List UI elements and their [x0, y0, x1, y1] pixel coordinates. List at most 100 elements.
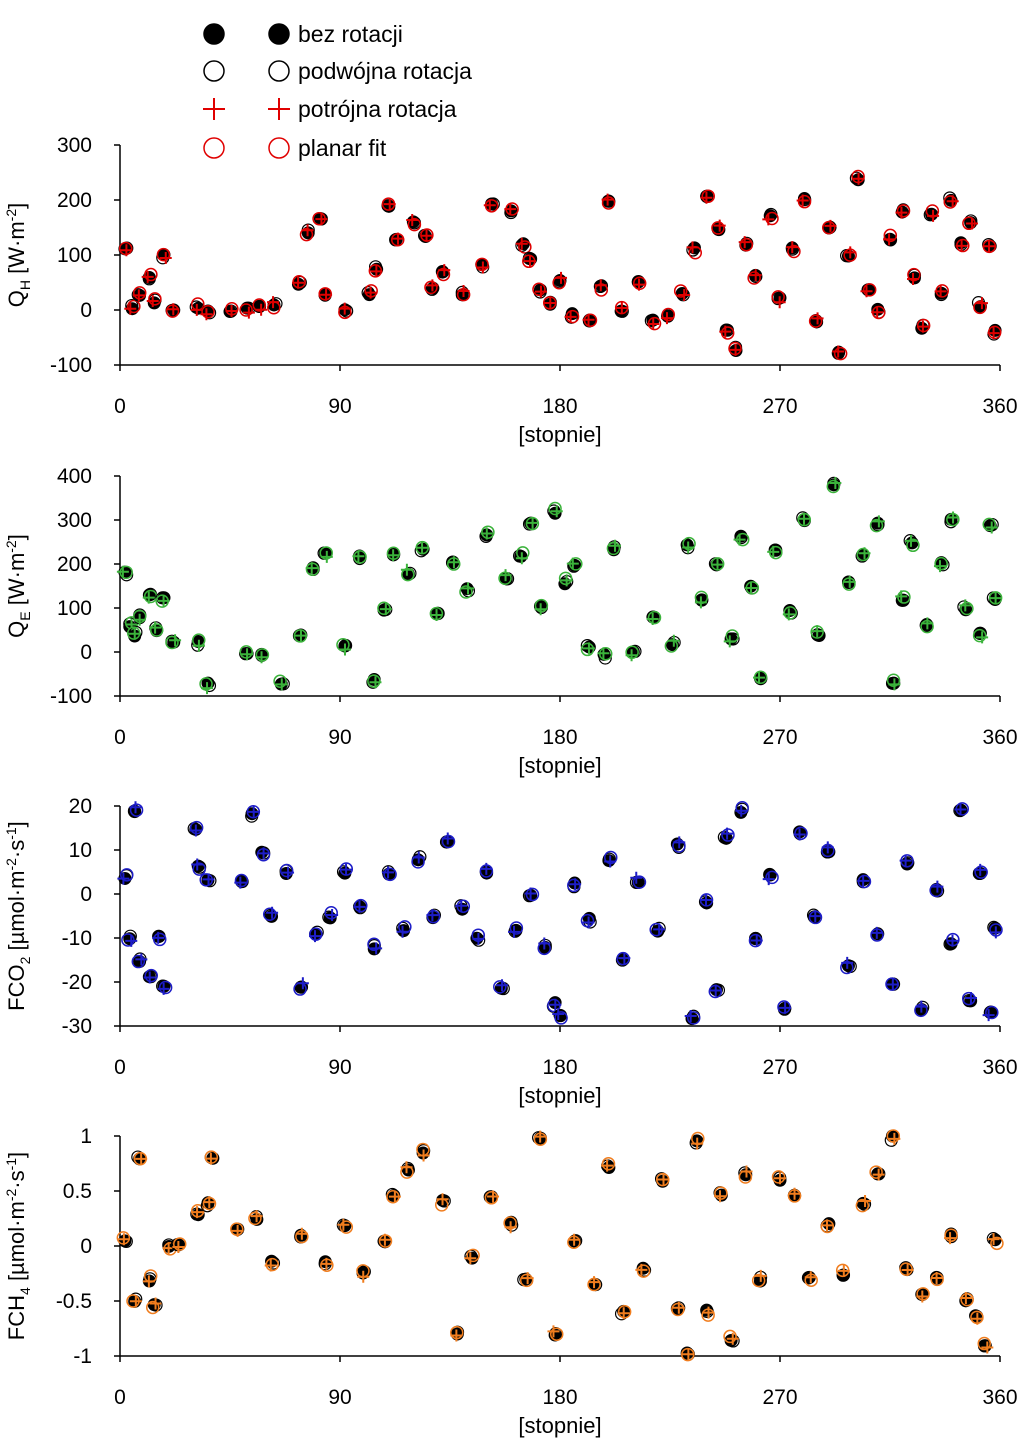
point-planar-fit — [606, 541, 621, 556]
point-planar-fit — [896, 204, 911, 218]
point-potrojna-rotacja — [544, 296, 557, 309]
point-podwojna-rotacja — [200, 1199, 214, 1213]
point-potrojna-rotacja — [843, 575, 856, 588]
point-potrojna-rotacja — [250, 1210, 263, 1223]
point-podwojna-rotacja — [738, 1166, 752, 1180]
point-planar-fit — [234, 873, 249, 888]
point-potrojna-rotacja — [601, 1159, 614, 1172]
point-planar-fit — [165, 635, 179, 650]
point-potrojna-rotacja — [129, 1295, 142, 1308]
point-planar-fit — [869, 1165, 883, 1179]
y-tick-label: -10 — [62, 927, 92, 950]
point-potrojna-rotacja — [406, 213, 419, 226]
point-potrojna-rotacja — [560, 574, 573, 587]
point-potrojna-rotacja — [682, 541, 695, 554]
point-potrojna-rotacja — [538, 937, 551, 950]
point-potrojna-rotacja — [483, 199, 496, 212]
point-planar-fit — [484, 1191, 499, 1205]
y-tick-label: 1 — [80, 1125, 92, 1148]
point-potrojna-rotacja — [872, 515, 885, 528]
y-tick-label: 300 — [57, 134, 92, 157]
panel-fco2: -30 -20 -10 0 10 20 0 90 180 270 360 [stopnie] FCO2 … — [3, 795, 1018, 1108]
point-potrojna-rotacja — [426, 909, 439, 922]
point-potrojna-rotacja — [167, 303, 180, 316]
point-potrojna-rotacja — [987, 1233, 1000, 1246]
legend-marker-plus-left — [203, 98, 225, 120]
point-planar-fit — [149, 623, 164, 637]
point-potrojna-rotacja — [504, 1221, 517, 1234]
point-potrojna-rotacja — [809, 910, 822, 923]
point-potrojna-rotacja — [189, 824, 202, 837]
point-potrojna-rotacja — [832, 345, 845, 358]
point-planar-fit — [982, 517, 996, 532]
panel-qe: -100 0 100 200 300 400 0 90 180 270 360 [stopnie] QE… — [3, 465, 1018, 778]
point-potrojna-rotacja — [733, 533, 746, 546]
points — [117, 801, 1003, 1026]
x-axis-label: [stopnie] — [518, 753, 601, 778]
point-potrojna-rotacja — [416, 541, 429, 554]
point-potrojna-rotacja — [955, 239, 968, 252]
point-potrojna-rotacja — [430, 609, 443, 622]
point-planar-fit — [407, 217, 422, 232]
point-potrojna-rotacja — [301, 224, 314, 237]
point-potrojna-rotacja — [657, 1173, 670, 1186]
point-potrojna-rotacja — [754, 1269, 767, 1282]
point-potrojna-rotacja — [305, 562, 318, 575]
point-potrojna-rotacja — [714, 1190, 727, 1203]
point-potrojna-rotacja — [773, 296, 786, 309]
point-potrojna-rotacja — [462, 582, 475, 595]
point-potrojna-rotacja — [247, 805, 260, 818]
point-planar-fit — [158, 980, 173, 995]
x-tick-label: 180 — [542, 1056, 577, 1079]
point-potrojna-rotacja — [382, 866, 395, 879]
point-potrojna-rotacja — [870, 926, 883, 939]
point-potrojna-rotacja — [364, 286, 377, 299]
point-potrojna-rotacja — [508, 925, 521, 938]
y-tick-label: 200 — [57, 189, 92, 212]
point-potrojna-rotacja — [169, 634, 182, 647]
point-potrojna-rotacja — [135, 953, 148, 966]
point-potrojna-rotacja — [315, 213, 328, 226]
point-potrojna-rotacja — [713, 219, 726, 232]
y-tick-label: 20 — [69, 795, 92, 818]
point-planar-fit — [944, 1228, 958, 1243]
point-potrojna-rotacja — [191, 858, 204, 871]
point-potrojna-rotacja — [588, 1276, 601, 1289]
y-axis-label: QH [W·m-2] — [3, 203, 33, 307]
point-planar-fit — [127, 299, 141, 314]
point-planar-fit — [131, 954, 146, 969]
x-axis-label: [stopnie] — [518, 422, 601, 447]
point-planar-fit — [481, 525, 495, 539]
point-potrojna-rotacja — [625, 649, 638, 662]
legend-marker-filled-left — [203, 23, 225, 45]
x-tick-label: 90 — [328, 726, 351, 749]
point-potrojna-rotacja — [400, 1161, 413, 1174]
legend-label: planar fit — [298, 135, 387, 161]
point-planar-fit — [552, 275, 566, 290]
legend-label: podwójna rotacja — [298, 58, 472, 84]
point-potrojna-rotacja — [388, 1190, 401, 1203]
point-potrojna-rotacja — [700, 191, 713, 204]
point-potrojna-rotacja — [157, 594, 170, 607]
point-potrojna-rotacja — [564, 310, 577, 323]
point-potrojna-rotacja — [521, 1272, 534, 1285]
point-potrojna-rotacja — [883, 233, 896, 246]
point-planar-fit — [886, 1129, 901, 1143]
y-tick-label: 0 — [80, 883, 92, 906]
point-potrojna-rotacja — [907, 273, 920, 286]
point-planar-fit — [601, 1156, 616, 1171]
point-potrojna-rotacja — [946, 934, 959, 947]
point-podwojna-rotacja — [734, 530, 748, 545]
x-tick-label: 180 — [542, 726, 577, 749]
x-tick-label: 0 — [114, 1386, 126, 1409]
point-potrojna-rotacja — [146, 294, 159, 307]
point-potrojna-rotacja — [264, 1259, 277, 1272]
x-tick-label: 360 — [982, 1056, 1017, 1079]
point-planar-fit — [883, 228, 898, 243]
point-planar-fit — [466, 1248, 480, 1263]
point-planar-fit — [869, 518, 884, 533]
point-potrojna-rotacja — [723, 635, 736, 648]
point-planar-fit — [977, 1336, 991, 1351]
point-planar-fit — [493, 980, 507, 994]
